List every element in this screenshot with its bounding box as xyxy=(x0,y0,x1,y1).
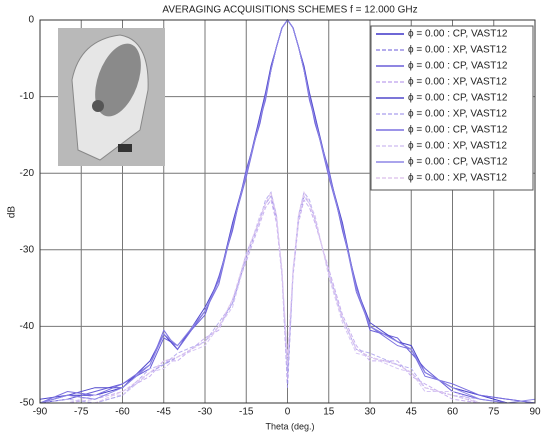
plot-frame xyxy=(39,19,536,404)
x-tick-label: 75 xyxy=(488,407,500,418)
legend-label: ϕ = 0.00 : CP, VAST12 xyxy=(408,125,508,136)
legend-label: ϕ = 0.00 : XP, VAST12 xyxy=(408,141,507,152)
legend-label: ϕ = 0.00 : CP, VAST12 xyxy=(408,61,508,72)
x-tick-label: -45 xyxy=(157,407,172,418)
y-tick-label: -50 xyxy=(20,398,35,409)
photo-base xyxy=(118,144,132,152)
legend-label: ϕ = 0.00 : CP, VAST12 xyxy=(408,157,508,168)
legend-label: ϕ = 0.00 : XP, VAST12 xyxy=(408,45,507,56)
x-tick-label: -60 xyxy=(115,407,130,418)
series-line xyxy=(40,190,535,404)
y-tick-label: 0 xyxy=(28,15,34,26)
x-tick-label: -75 xyxy=(74,407,89,418)
photo-feed xyxy=(92,100,104,112)
legend-label: ϕ = 0.00 : XP, VAST12 xyxy=(408,173,507,184)
x-tick-label: 45 xyxy=(406,407,418,418)
x-tick-label: 90 xyxy=(529,407,541,418)
x-axis-label: Theta (deg.) xyxy=(265,421,314,431)
photo-reflector xyxy=(95,43,141,117)
x-tick-label: -30 xyxy=(198,407,213,418)
inset-photo xyxy=(58,28,165,166)
y-tick-label: -20 xyxy=(20,168,35,179)
x-tick-label: 15 xyxy=(323,407,335,418)
y-tick-label: -30 xyxy=(20,244,35,255)
legend-label: ϕ = 0.00 : CP, VAST12 xyxy=(408,93,508,104)
legend-label: ϕ = 0.00 : XP, VAST12 xyxy=(408,77,507,88)
legend-label: ϕ = 0.00 : CP, VAST12 xyxy=(408,29,508,40)
series-line xyxy=(40,198,535,404)
series-line xyxy=(39,191,535,404)
x-tick-label: -15 xyxy=(239,407,254,418)
legend: ϕ = 0.00 : CP, VAST12 ϕ = 0.00 : XP, VAST… xyxy=(370,25,534,191)
series-line xyxy=(40,195,535,404)
legend-label: ϕ = 0.00 : XP, VAST12 xyxy=(408,109,507,120)
x-tick-label: 0 xyxy=(285,407,291,418)
y-tick-label: -10 xyxy=(20,91,35,102)
y-tick-label: -40 xyxy=(20,321,35,332)
series-line xyxy=(40,195,535,404)
x-tick-label: -90 xyxy=(33,407,48,418)
x-tick-label: 30 xyxy=(364,407,376,418)
x-tick-label: 60 xyxy=(447,407,459,418)
y-axis-label: dB xyxy=(7,206,18,219)
chart-title: AVERAGING ACQUISITIONS SCHEMES f = 12.00… xyxy=(162,5,417,16)
